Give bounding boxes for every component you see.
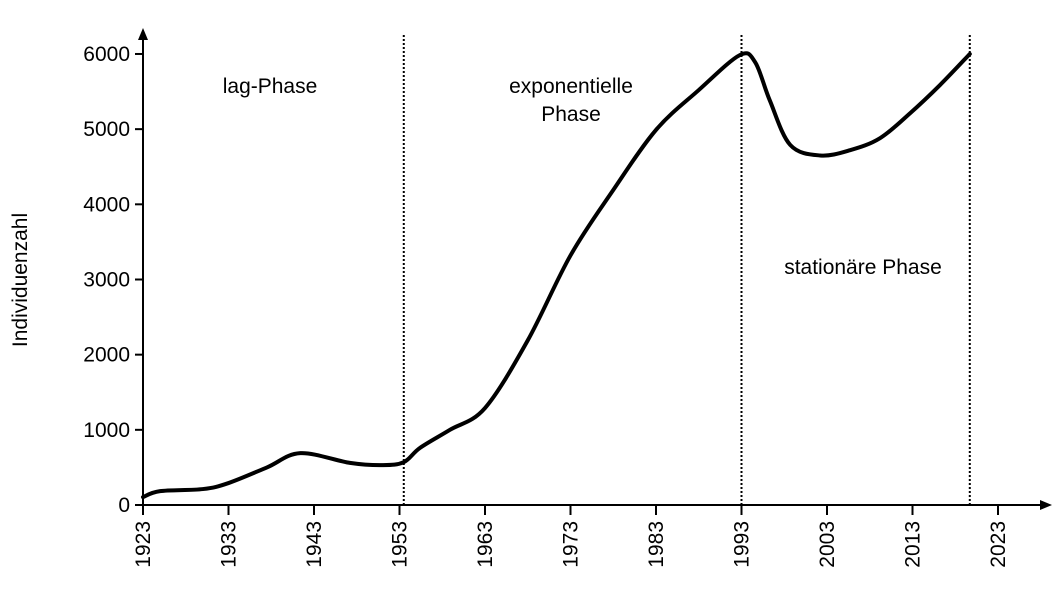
x-tick-label: 2003	[816, 521, 839, 568]
y-tick-label: 3000	[83, 268, 130, 291]
x-tick-label: 1963	[474, 521, 497, 568]
y-axis-label: Individuenzahl	[9, 213, 32, 347]
annotation-exponential-phase-line1: exponentielle	[509, 75, 633, 98]
x-axis-arrow	[1040, 500, 1052, 510]
annotation-lag-phase: lag-Phase	[223, 75, 318, 98]
x-tick-label: 2023	[987, 521, 1010, 568]
axes	[138, 28, 1052, 510]
y-tick-label: 5000	[83, 118, 130, 141]
annotation-stationary-phase: stationäre Phase	[784, 256, 942, 279]
y-tick-label: 1000	[83, 419, 130, 442]
y-tick-label: 2000	[83, 344, 130, 367]
x-tick-label: 1983	[645, 521, 668, 568]
ticks: 1923 1933 1943 1953 1963 1973 1983 1993 2003 2013…	[83, 43, 1010, 568]
population-curve	[141, 51, 972, 500]
y-tick-label: 4000	[83, 193, 130, 216]
x-tick-label: 1923	[132, 521, 155, 568]
x-tick-label: 1953	[389, 521, 412, 568]
x-tick-label: 1933	[218, 521, 241, 568]
x-tick-label: 2013	[902, 521, 925, 568]
annotation-exponential-phase-line2: Phase	[541, 103, 601, 126]
x-tick-label: 1943	[303, 521, 326, 568]
y-tick-label: 0	[118, 494, 130, 517]
y-tick-label: 6000	[83, 43, 130, 66]
x-tick-label: 1993	[731, 521, 754, 568]
x-tick-label: 1973	[560, 521, 583, 568]
y-axis-arrow	[138, 28, 148, 40]
